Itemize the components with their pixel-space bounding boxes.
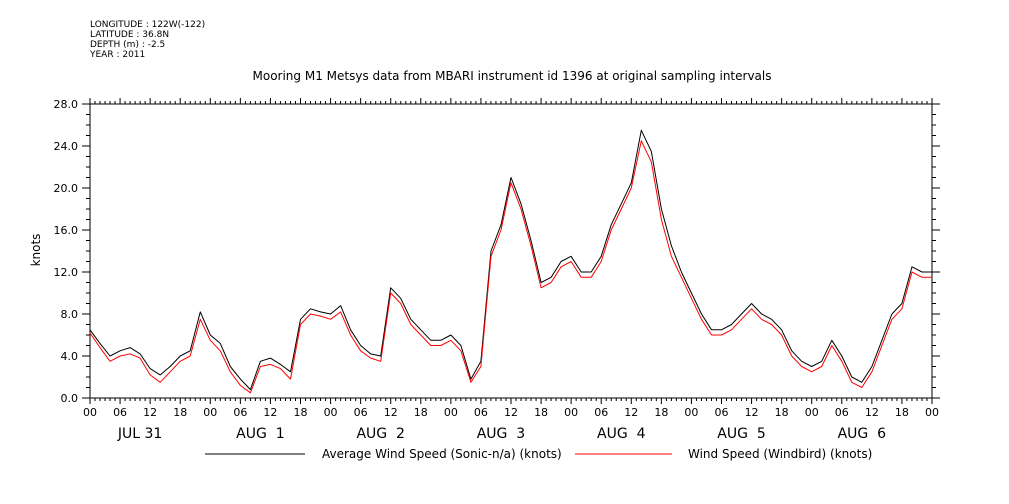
x-hour-label: 18	[654, 406, 668, 419]
legend: Average Wind Speed (Sonic-n/a) (knots) Wi…	[205, 447, 872, 461]
x-hour-label: 00	[444, 406, 458, 419]
x-day-label: AUG 6	[838, 426, 887, 442]
x-hour-label: 12	[263, 406, 277, 419]
y-tick-label: 8.0	[61, 308, 79, 321]
x-day-label: AUG 3	[477, 426, 525, 442]
metadata-block: LONGITUDE : 122W(-122) LATITUDE : 36.8N …	[90, 20, 205, 60]
x-hour-label: 06	[594, 406, 608, 419]
x-hour-label: 12	[865, 406, 879, 419]
x-hour-label: 00	[684, 406, 698, 419]
year-label: YEAR : 2011	[90, 50, 146, 60]
x-hour-label: 06	[474, 406, 488, 419]
x-hour-label: 06	[233, 406, 247, 419]
x-hour-label: 00	[925, 406, 939, 419]
x-hour-label: 12	[624, 406, 638, 419]
latitude-label: LATITUDE : 36.8N	[90, 30, 170, 40]
chart-title: Mooring M1 Metsys data from MBARI instru…	[253, 69, 772, 83]
y-tick-label: 4.0	[61, 350, 79, 363]
y-tick-label: 24.0	[54, 140, 79, 153]
x-hour-label: 00	[324, 406, 338, 419]
x-day-label: AUG 4	[597, 426, 646, 442]
x-hour-label: 18	[294, 406, 308, 419]
axis-tick-labels: 0.0 4.0 8.0 12.0 16.0 20.0 24.0 28.0 00 06 12 18 00 0…	[54, 98, 940, 442]
legend-label-0: Average Wind Speed (Sonic-n/a) (knots)	[322, 447, 562, 461]
x-hour-label: 00	[83, 406, 97, 419]
axis-ticks	[82, 98, 940, 404]
x-hour-label: 18	[895, 406, 909, 419]
legend-label-1: Wind Speed (Windbird) (knots)	[688, 447, 872, 461]
x-hour-label: 06	[715, 406, 729, 419]
plot-frame	[89, 103, 933, 399]
x-hour-label: 12	[745, 406, 759, 419]
x-day-label: AUG 2	[356, 426, 404, 442]
x-hour-label: 12	[143, 406, 157, 419]
x-hour-label: 18	[775, 406, 789, 419]
x-day-label: AUG 5	[717, 426, 765, 442]
x-hour-label: 12	[504, 406, 518, 419]
x-day-label: JUL 31	[117, 426, 162, 442]
y-tick-label: 28.0	[54, 98, 79, 111]
x-hour-label: 12	[384, 406, 398, 419]
y-tick-label: 16.0	[54, 224, 79, 237]
depth-label: DEPTH (m) : -2.5	[90, 40, 166, 50]
y-tick-label: 0.0	[61, 392, 79, 405]
y-tick-label: 20.0	[54, 182, 79, 195]
x-hour-label: 18	[414, 406, 428, 419]
y-axis-label: knots	[29, 234, 43, 267]
y-tick-label: 12.0	[54, 266, 79, 279]
series-line-0	[89, 129, 932, 391]
x-hour-label: 00	[203, 406, 217, 419]
x-hour-label: 06	[835, 406, 849, 419]
x-hour-label: 00	[564, 406, 578, 419]
series-line-1	[89, 140, 932, 394]
x-hour-label: 06	[354, 406, 368, 419]
series-layer	[89, 129, 932, 394]
x-day-label: AUG 1	[236, 426, 284, 442]
x-hour-label: 00	[805, 406, 819, 419]
x-hour-label: 18	[173, 406, 187, 419]
x-hour-label: 06	[113, 406, 127, 419]
x-hour-label: 18	[534, 406, 548, 419]
longitude-label: LONGITUDE : 122W(-122)	[90, 20, 206, 30]
